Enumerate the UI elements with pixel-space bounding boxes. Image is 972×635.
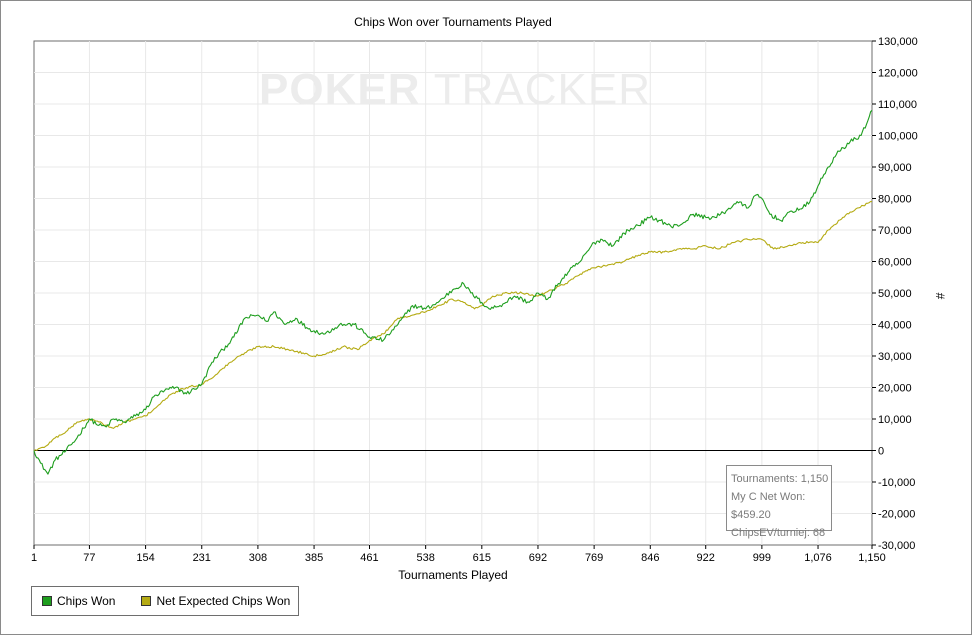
x-axis: 1 77 154 231 308 385 461 538 615 692 769 846 922 999 1… (31, 545, 886, 564)
watermark: POKER TRACKER (259, 65, 651, 114)
y-tick-label: 40,000 (878, 320, 912, 332)
stats-net-won: My C Net Won: $459.20 (731, 491, 806, 521)
y-tick-label: 50,000 (878, 288, 912, 300)
y-tick-label: -20,000 (878, 509, 915, 521)
y-tick-label: 60,000 (878, 257, 912, 269)
y-axis-label: # (933, 293, 947, 300)
series-line-net-expected (33, 201, 872, 452)
legend-swatch-net-expected (141, 596, 152, 606)
x-tick-label: 1,150 (858, 552, 886, 564)
x-tick-label: 769 (585, 552, 603, 564)
x-tick-label: 692 (529, 552, 547, 564)
x-tick-label: 1 (31, 552, 37, 564)
stats-tournaments: Tournaments: 1,150 (731, 473, 829, 485)
series-line-chips-won (33, 109, 873, 475)
y-axis: -30,000 -20,000 -10,000 0 10,000 20,000 30,000… (872, 36, 918, 552)
y-tick-label: -30,000 (878, 540, 915, 552)
y-tick-label: 30,000 (878, 351, 912, 363)
x-tick-label: 77 (83, 552, 95, 564)
y-tick-label: 120,000 (878, 68, 918, 80)
x-tick-label: 461 (360, 552, 378, 564)
x-tick-label: 922 (697, 552, 715, 564)
chart-title: Chips Won over Tournaments Played (354, 15, 552, 29)
legend-label-chips-won: Chips Won (57, 594, 116, 608)
watermark-right: TRACKER (434, 65, 651, 114)
x-tick-label: 308 (249, 552, 267, 564)
y-tick-label: 80,000 (878, 194, 912, 206)
x-axis-label: Tournaments Played (398, 568, 507, 582)
y-tick-label: 100,000 (878, 131, 918, 143)
watermark-left: POKER (259, 65, 420, 114)
legend-swatch-chips-won (42, 596, 52, 606)
y-tick-label: 110,000 (878, 99, 917, 111)
y-tick-label: 130,000 (878, 36, 918, 48)
x-tick-label: 538 (416, 552, 434, 564)
x-tick-label: 846 (641, 552, 659, 564)
x-tick-label: 231 (193, 552, 211, 564)
y-tick-label: -10,000 (878, 477, 915, 489)
legend-item-chips-won: Chips Won (42, 594, 115, 608)
x-tick-label: 615 (473, 552, 491, 564)
x-tick-label: 385 (305, 552, 323, 564)
y-tick-label: 20,000 (878, 383, 912, 395)
legend-item-net-expected: Net Expected Chips Won (141, 594, 290, 608)
y-tick-label: 10,000 (878, 414, 912, 426)
x-tick-label: 1,076 (804, 552, 832, 564)
stats-box: Tournaments: 1,150 My C Net Won: $459.20… (726, 465, 832, 539)
y-tick-label: 90,000 (878, 162, 912, 174)
legend-label-net-expected: Net Expected Chips Won (156, 594, 291, 608)
y-tick-label: 0 (878, 446, 884, 458)
stats-chips-ev: ChipsEV/turniej: 68 (731, 527, 826, 539)
series-layer (33, 109, 873, 475)
y-tick-label: 70,000 (878, 225, 912, 237)
x-tick-label: 154 (136, 552, 154, 564)
x-tick-label: 999 (753, 552, 771, 564)
legend: Chips Won Net Expected Chips Won (31, 586, 300, 616)
